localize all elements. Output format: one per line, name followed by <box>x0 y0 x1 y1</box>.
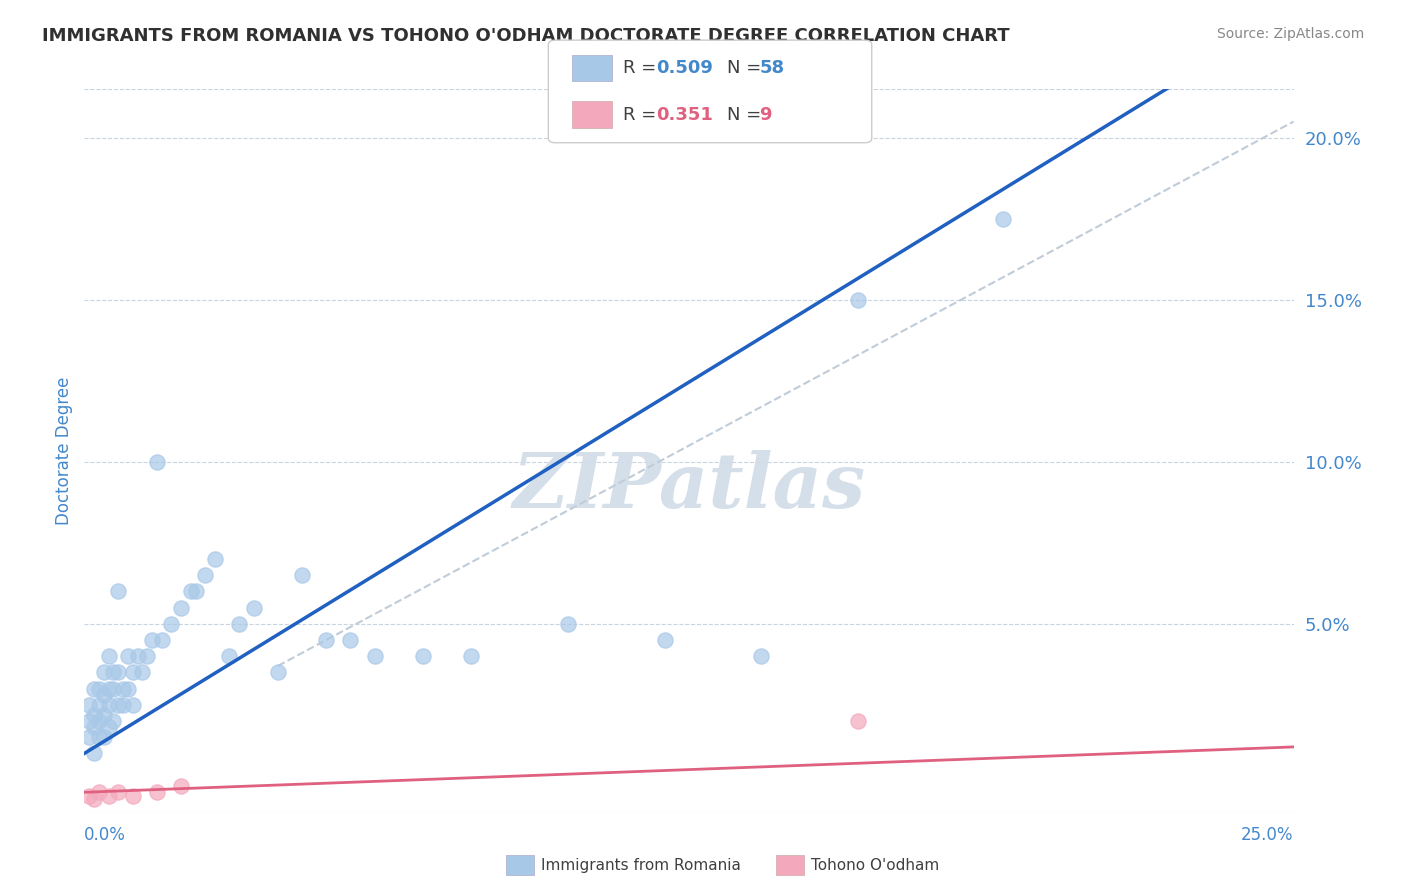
Point <box>97 789 120 803</box>
Point <box>87 714 110 728</box>
Point <box>146 455 169 469</box>
Point <box>141 632 163 647</box>
Point <box>83 747 105 761</box>
Point <box>228 616 250 631</box>
Point <box>184 584 207 599</box>
Point <box>242 600 264 615</box>
Point <box>654 632 676 647</box>
Point <box>117 681 139 696</box>
Y-axis label: Doctorate Degree: Doctorate Degree <box>55 376 73 524</box>
Point <box>103 714 125 728</box>
Text: 0.351: 0.351 <box>657 106 713 124</box>
Text: 0.0%: 0.0% <box>84 826 127 844</box>
Text: 9: 9 <box>759 106 772 124</box>
Text: R =: R = <box>623 59 662 77</box>
Point <box>117 649 139 664</box>
Point <box>87 785 110 799</box>
Point <box>87 730 110 744</box>
Text: 58: 58 <box>759 59 785 77</box>
Point <box>87 698 110 712</box>
Text: 0.509: 0.509 <box>657 59 713 77</box>
Point <box>170 779 193 793</box>
Point <box>97 721 120 735</box>
Text: R =: R = <box>623 106 662 124</box>
Point <box>93 707 115 722</box>
Point <box>77 714 100 728</box>
Point <box>93 688 115 702</box>
Point <box>83 707 105 722</box>
Text: Source: ZipAtlas.com: Source: ZipAtlas.com <box>1216 27 1364 41</box>
Text: 25.0%: 25.0% <box>1241 826 1294 844</box>
Point <box>218 649 240 664</box>
Point <box>97 681 120 696</box>
Text: Tohono O'odham: Tohono O'odham <box>811 858 939 872</box>
Point <box>180 584 202 599</box>
Point <box>83 791 105 805</box>
Point <box>194 568 217 582</box>
Point <box>83 681 105 696</box>
Text: N =: N = <box>727 106 766 124</box>
Text: IMMIGRANTS FROM ROMANIA VS TOHONO O'ODHAM DOCTORATE DEGREE CORRELATION CHART: IMMIGRANTS FROM ROMANIA VS TOHONO O'ODHA… <box>42 27 1010 45</box>
Point <box>846 714 869 728</box>
Point <box>83 721 105 735</box>
Point <box>77 698 100 712</box>
Point <box>112 698 135 712</box>
Point <box>97 649 120 664</box>
Point <box>131 665 153 680</box>
Point <box>170 600 193 615</box>
Point <box>460 649 482 664</box>
Point <box>107 785 129 799</box>
Point <box>412 649 434 664</box>
Point <box>136 649 159 664</box>
Point <box>107 698 129 712</box>
Point <box>160 616 183 631</box>
Point <box>339 632 361 647</box>
Point <box>751 649 773 664</box>
Point <box>107 584 129 599</box>
Point <box>993 211 1015 226</box>
Point <box>121 698 143 712</box>
Point <box>127 649 149 664</box>
Point <box>557 616 579 631</box>
Text: N =: N = <box>727 59 766 77</box>
Text: ZIPatlas: ZIPatlas <box>512 450 866 524</box>
Text: Immigrants from Romania: Immigrants from Romania <box>541 858 741 872</box>
Point <box>103 665 125 680</box>
Point <box>107 665 129 680</box>
Point <box>150 632 173 647</box>
Point <box>315 632 337 647</box>
Point <box>291 568 314 582</box>
Point <box>146 785 169 799</box>
Point <box>204 552 226 566</box>
Point <box>267 665 290 680</box>
Point <box>121 789 143 803</box>
Point <box>363 649 385 664</box>
Point <box>93 665 115 680</box>
Point <box>103 681 125 696</box>
Point <box>97 698 120 712</box>
Point <box>112 681 135 696</box>
Point <box>93 730 115 744</box>
Point <box>87 681 110 696</box>
Point <box>77 730 100 744</box>
Point <box>77 789 100 803</box>
Point <box>846 293 869 307</box>
Point <box>121 665 143 680</box>
